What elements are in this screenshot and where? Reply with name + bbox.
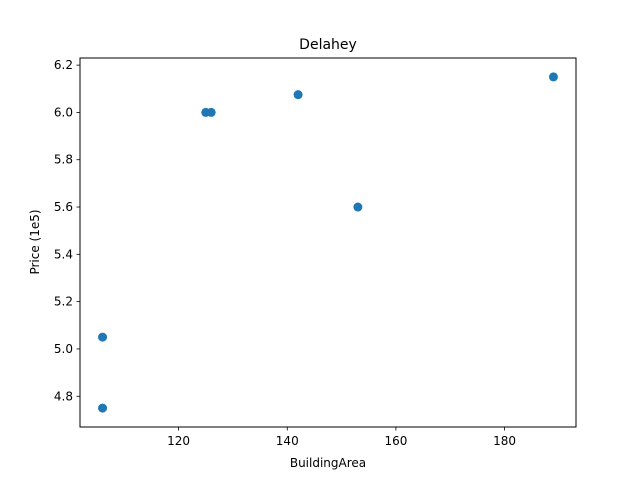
y-axis-label: Price (1e5) — [28, 209, 42, 274]
chart-title: Delahey — [299, 37, 357, 53]
scatter-point — [98, 332, 108, 342]
x-axis: 120 140 160 180 — [167, 427, 516, 448]
plot-area — [79, 57, 577, 428]
x-tick-label: 160 — [384, 434, 407, 448]
scatter-point — [98, 403, 108, 413]
x-tick-label: 180 — [493, 434, 516, 448]
scatter-point — [206, 107, 216, 117]
scatter-point — [353, 202, 363, 212]
scatter-points — [98, 72, 558, 413]
scatter-point — [548, 72, 558, 82]
y-tick-label: 6.0 — [54, 105, 73, 119]
y-tick-label: 5.8 — [54, 153, 73, 167]
y-tick-label: 5.4 — [54, 247, 73, 261]
y-tick-label: 5.6 — [54, 200, 73, 214]
x-tick-label: 140 — [276, 434, 299, 448]
y-tick-label: 5.0 — [54, 342, 73, 356]
scatter-point — [293, 90, 303, 100]
y-tick-label: 6.2 — [54, 58, 73, 72]
x-axis-label: BuildingArea — [290, 456, 366, 470]
y-tick-label: 5.2 — [54, 295, 73, 309]
y-axis: 4.8 5.0 5.2 5.4 5.6 5.8 6.0 6.2 — [54, 58, 80, 403]
x-tick-label: 120 — [167, 434, 190, 448]
y-tick-label: 4.8 — [54, 389, 73, 403]
